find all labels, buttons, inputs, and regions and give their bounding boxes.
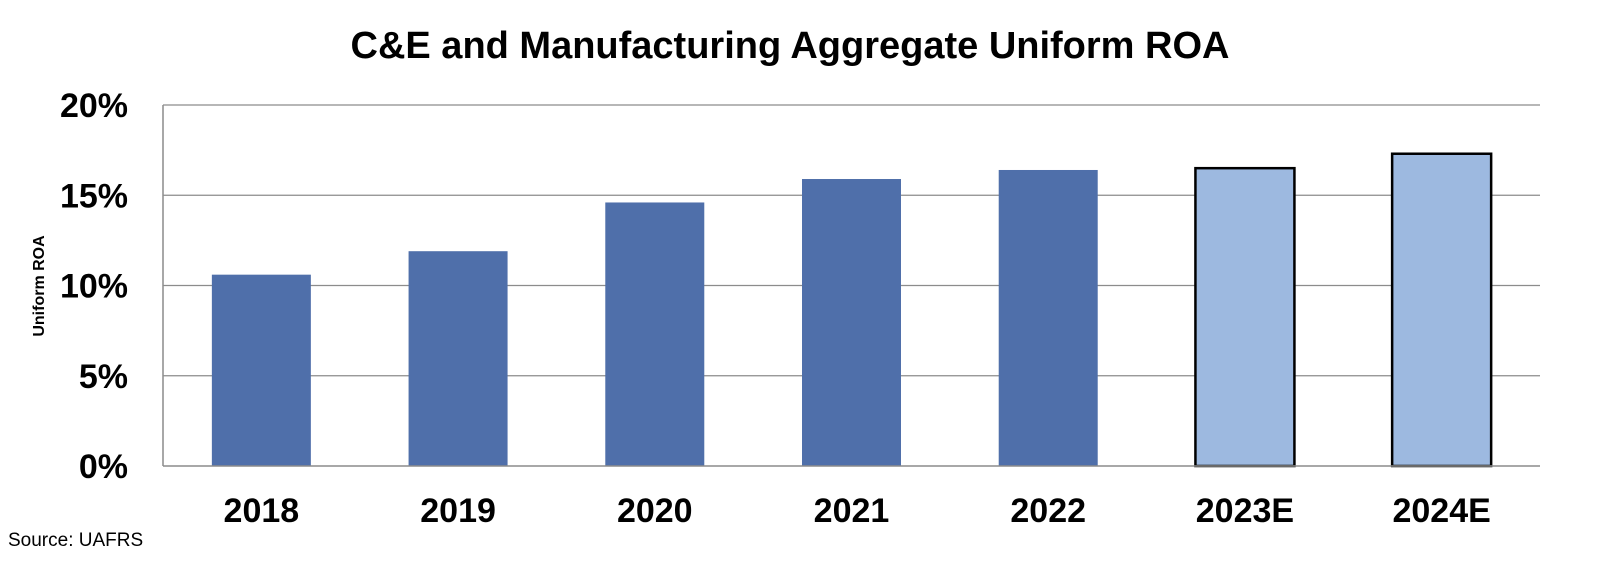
chart-title: C&E and Manufacturing Aggregate Uniform … [351,25,1230,67]
y-tick-label: 20% [60,87,128,125]
bar-2021 [802,179,901,466]
bars [211,152,1493,468]
bar-2018 [211,274,311,466]
bar-2022 [998,169,1098,467]
source-note: Source: UAFRS [8,530,143,551]
y-axis-label: Uniform ROA [31,235,48,337]
x-tick-label: 2022 [1010,492,1086,530]
bar-2024E [1390,152,1493,468]
y-axis-ticks: 0% 5% 10% 15% 20% [60,87,128,486]
y-tick-label: 15% [60,177,128,215]
x-tick-label: 2020 [617,492,693,530]
x-tick-label: 2019 [420,492,496,530]
y-tick-label: 5% [79,358,128,396]
y-tick-label: 0% [79,448,128,486]
bar-2023E [1194,166,1296,468]
x-axis-ticks: 2018 2019 2020 2021 2022 2023E 2024E [224,492,1491,530]
x-tick-label: 2021 [814,492,890,530]
x-tick-label: 2024E [1392,492,1490,530]
x-tick-label: 2023E [1196,492,1294,530]
bar-2019 [408,251,508,466]
x-tick-label: 2018 [224,492,300,530]
y-tick-label: 10% [60,268,128,306]
bar-2020 [605,202,705,466]
